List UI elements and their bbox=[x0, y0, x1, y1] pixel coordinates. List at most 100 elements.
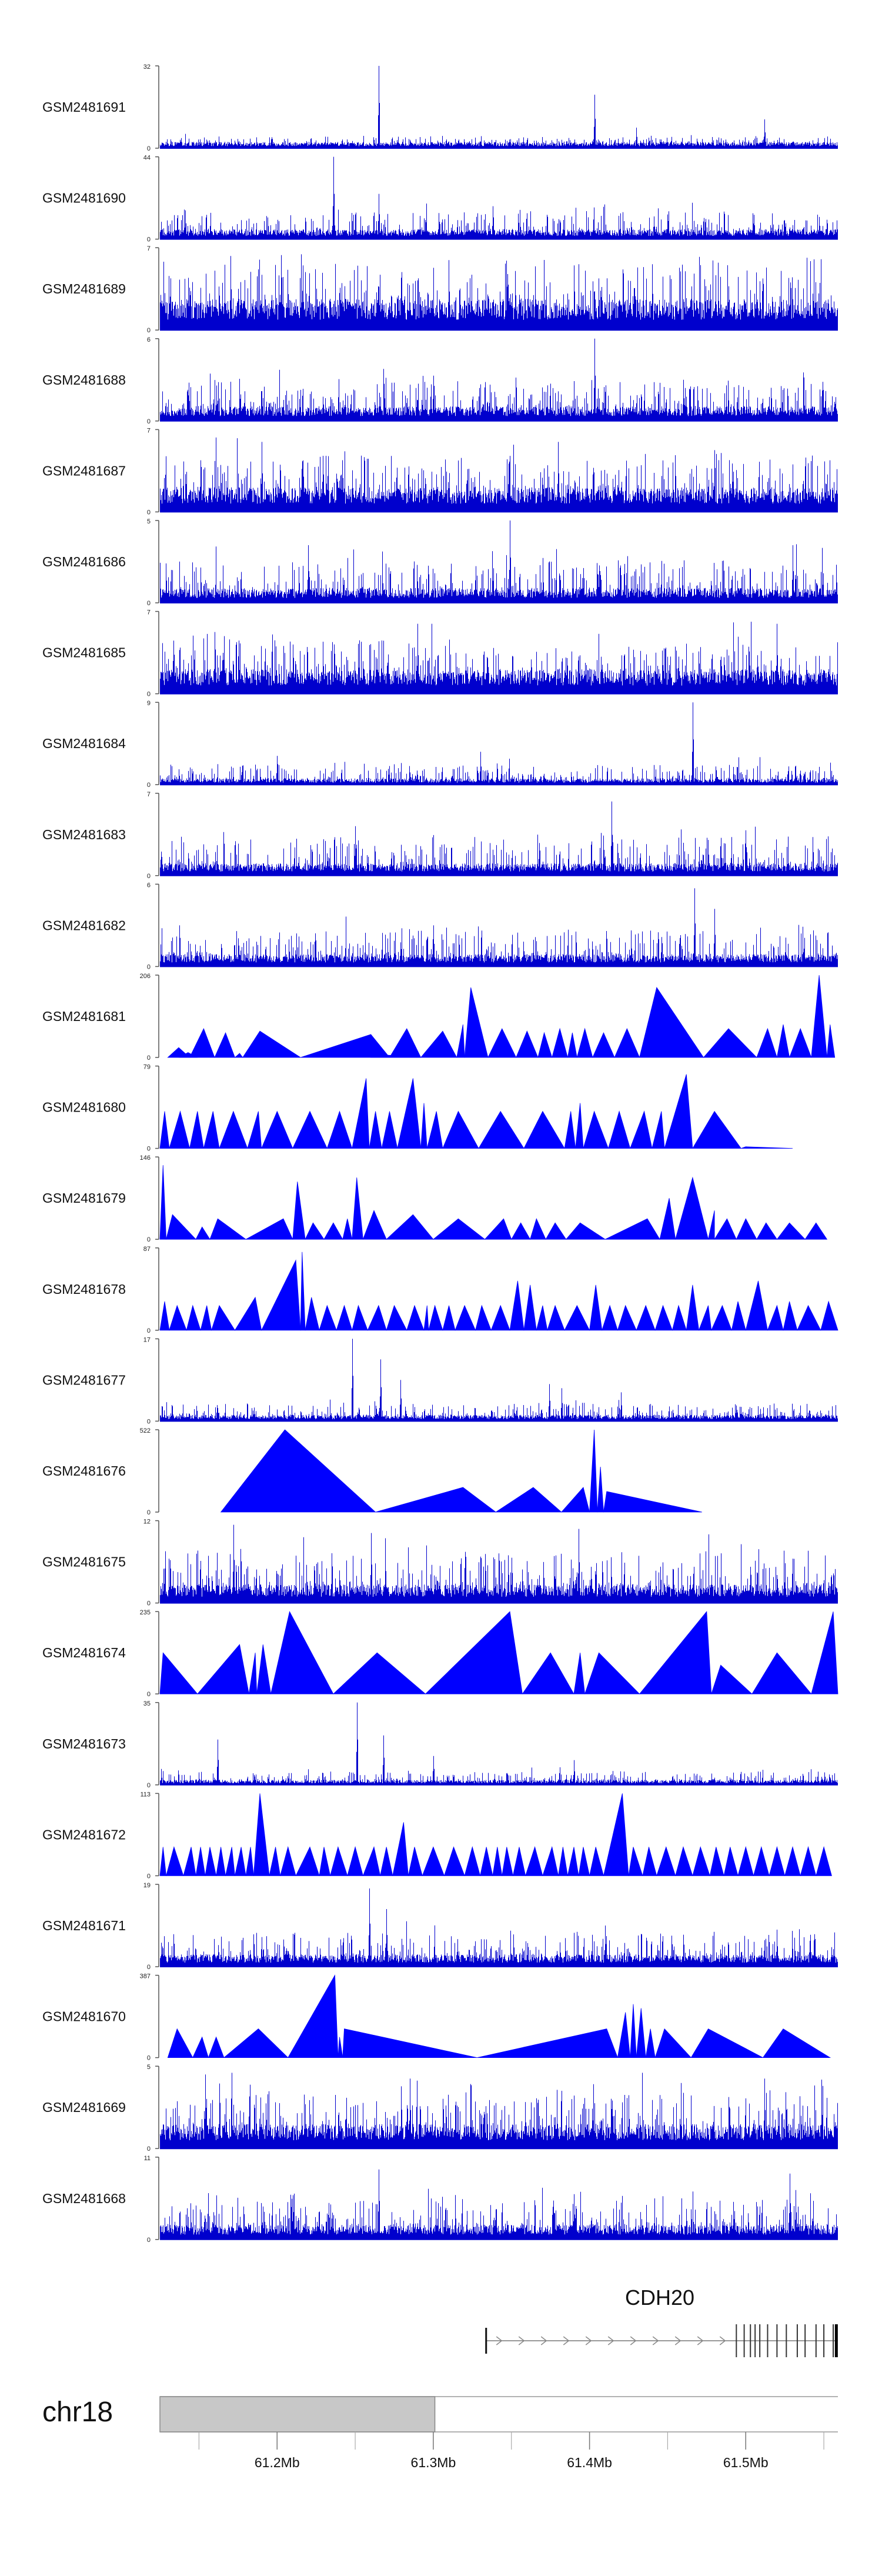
signal-peak bbox=[234, 1296, 262, 1331]
signal-peak bbox=[567, 1847, 579, 1876]
signal-peak bbox=[495, 1487, 562, 1513]
track-label: GSM2481668 bbox=[42, 2191, 126, 2206]
signal-peak bbox=[352, 1177, 363, 1240]
gene-start-exon bbox=[485, 2328, 487, 2354]
y-min-label: 0 bbox=[147, 1782, 151, 1789]
signal-peak bbox=[389, 1028, 422, 1058]
track-label: GSM2481673 bbox=[42, 1736, 126, 1751]
signal-peak bbox=[305, 1297, 320, 1331]
signal-peak bbox=[502, 1847, 513, 1876]
signal-peak bbox=[208, 2036, 225, 2058]
signal-bars bbox=[160, 254, 838, 331]
signal-peak bbox=[547, 1304, 565, 1331]
signal-peak bbox=[699, 1305, 712, 1331]
signal-peak bbox=[319, 1847, 331, 1876]
signal-bars bbox=[160, 437, 838, 512]
strand-arrow bbox=[496, 2336, 503, 2345]
strand-arrow bbox=[585, 2336, 592, 2345]
track-GSM2481684: GSM2481684 9 0 bbox=[42, 700, 838, 789]
signal-bars bbox=[160, 2169, 838, 2240]
signal-peak bbox=[509, 1280, 524, 1331]
signal-peak bbox=[203, 1111, 220, 1149]
x-tick-label: 61.5Mb bbox=[723, 2455, 769, 2470]
track-GSM2481680: GSM2481680 79 0 bbox=[42, 1064, 793, 1153]
signal-peak bbox=[575, 1103, 584, 1149]
signal-peak bbox=[420, 1103, 427, 1149]
signal-peak bbox=[464, 1846, 481, 1876]
signal-peak bbox=[159, 1111, 170, 1149]
signal-peak bbox=[159, 1652, 198, 1694]
chromosome-axis: chr18 61.2Mb 61.3Mb 61.4Mb 61.5Mb bbox=[42, 2396, 838, 2470]
signal-peak bbox=[386, 1304, 407, 1331]
y-min-label: 0 bbox=[147, 236, 151, 243]
y-max-label: 6 bbox=[147, 336, 151, 343]
signal-peak bbox=[709, 1847, 724, 1876]
track-GSM2481688: GSM2481688 6 0 bbox=[42, 336, 838, 425]
signal-peak bbox=[605, 1218, 660, 1240]
y-min-label: 0 bbox=[147, 1509, 151, 1516]
signal-peak bbox=[692, 1846, 710, 1876]
signal-peak bbox=[269, 1847, 281, 1876]
strand-arrow bbox=[540, 2336, 547, 2345]
signal-peak bbox=[537, 1032, 553, 1058]
y-min-label: 0 bbox=[147, 1055, 151, 1062]
strand-arrow bbox=[518, 2336, 525, 2345]
signal-peak bbox=[247, 1111, 262, 1149]
signal-peak bbox=[516, 1030, 539, 1058]
y-max-label: 35 bbox=[143, 1700, 151, 1707]
signal-bars bbox=[160, 1702, 838, 1785]
signal-peak bbox=[567, 1032, 577, 1058]
track-GSM2481676: GSM2481676 522 0 bbox=[42, 1427, 702, 1516]
signal-peak bbox=[525, 1846, 543, 1876]
signal-peak bbox=[220, 1429, 376, 1513]
signal-peak bbox=[248, 1653, 258, 1694]
track-label: GSM2481672 bbox=[42, 1827, 126, 1842]
track-GSM2481679: GSM2481679 146 0 bbox=[42, 1154, 828, 1243]
signal-peak bbox=[659, 1198, 676, 1240]
signal-peak bbox=[159, 1165, 167, 1240]
signal-peak bbox=[432, 1218, 486, 1240]
signal-peak bbox=[270, 1611, 334, 1694]
y-max-label: 9 bbox=[147, 700, 151, 707]
gene-exon bbox=[823, 2324, 825, 2357]
signal-peak bbox=[511, 1222, 531, 1240]
signal-peak bbox=[811, 975, 827, 1058]
signal-peak bbox=[826, 1024, 836, 1058]
gene-exon bbox=[833, 2324, 834, 2357]
signal-peak bbox=[536, 1305, 548, 1331]
signal-bars bbox=[160, 1339, 838, 1422]
track-label: GSM2481677 bbox=[42, 1372, 126, 1387]
y-max-label: 206 bbox=[140, 973, 151, 980]
signal-peak bbox=[656, 1846, 676, 1876]
y-min-label: 0 bbox=[147, 1146, 151, 1153]
signal-peak bbox=[300, 1034, 390, 1058]
strand-arrow bbox=[652, 2336, 659, 2345]
signal-peak bbox=[369, 1111, 382, 1149]
y-min-label: 0 bbox=[147, 2145, 151, 2153]
signal-peak bbox=[756, 1222, 778, 1240]
signal-peak bbox=[731, 1301, 746, 1331]
signal-peak bbox=[816, 1846, 832, 1876]
y-min-label: 0 bbox=[147, 418, 151, 425]
signal-peak bbox=[245, 1847, 254, 1876]
signal-peak bbox=[576, 1027, 593, 1058]
signal-peak bbox=[692, 1110, 742, 1149]
track-label: GSM2481669 bbox=[42, 2100, 126, 2115]
signal-peak bbox=[455, 1304, 476, 1331]
track-GSM2481670: GSM2481670 387 0 bbox=[42, 1973, 831, 2062]
strand-arrow bbox=[607, 2336, 614, 2345]
signal-peak bbox=[560, 1487, 590, 1513]
signal-peak bbox=[406, 1304, 425, 1331]
signal-peak bbox=[592, 1032, 615, 1058]
signal-peak bbox=[603, 1793, 629, 1876]
signal-peak bbox=[589, 1284, 603, 1331]
track-label: GSM2481684 bbox=[42, 736, 126, 751]
track-label: GSM2481682 bbox=[42, 917, 126, 933]
signal-peak bbox=[630, 2004, 637, 2058]
signal-bars bbox=[160, 1888, 838, 1967]
signal-peak bbox=[352, 1304, 368, 1331]
signal-peak bbox=[664, 1074, 693, 1149]
y-min-label: 0 bbox=[147, 1418, 151, 1425]
signal-peak bbox=[280, 1846, 296, 1876]
track-GSM2481669: GSM2481669 5 0 bbox=[42, 2064, 838, 2153]
